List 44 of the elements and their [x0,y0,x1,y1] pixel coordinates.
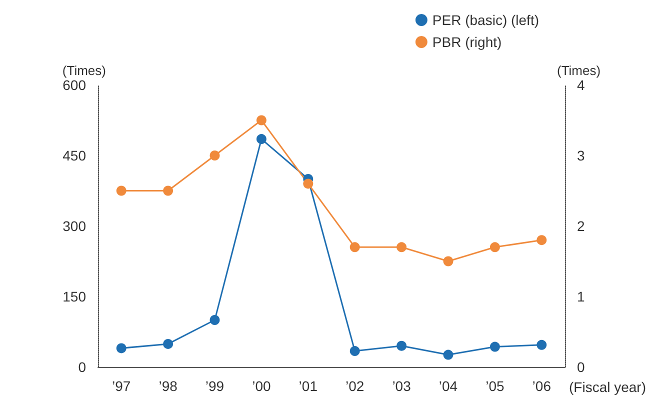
point [490,242,500,252]
point [396,242,407,252]
point [163,186,174,196]
x-tick-label: ’00 [252,378,271,394]
y2-tick-label: 3 [576,148,585,164]
point [116,186,126,196]
point [210,150,220,160]
x-tick-label: ’01 [298,378,318,394]
x-tick-label: ’04 [438,378,458,394]
point [443,350,454,360]
point [210,315,220,325]
x-tick-label: ’05 [486,378,504,394]
point [303,178,314,189]
y-tick-label: 300 [62,218,86,234]
point [396,340,407,351]
x-tick-label: ’99 [205,378,224,394]
legend-label: PER (basic) (left) [432,12,540,28]
legend-label: PBR (right) [432,34,502,50]
x-axis-title: (Fiscal year) [568,379,646,395]
x-tick-label: ’98 [158,378,178,394]
y2-axis-title: (Times) [556,63,601,78]
x-tick-label: ’02 [346,378,364,394]
point [116,343,126,354]
y2-tick-label: 0 [576,359,585,375]
y-tick-label: 450 [62,148,86,164]
point [443,256,454,266]
y-tick-label: 600 [62,77,86,93]
x-tick-label: ’03 [392,378,412,394]
x-tick-label: ’97 [112,378,131,394]
point [350,242,360,252]
x-tick-label: ’06 [532,378,552,394]
point [536,340,547,350]
point [350,346,360,356]
y2-tick-label: 2 [576,218,585,234]
point [490,342,500,352]
y-tick-label: 0 [78,359,86,375]
y2-tick-label: 1 [576,288,585,304]
y-tick-label: 150 [62,288,86,304]
y-axis-title: (Times) [62,63,106,78]
point [536,235,547,246]
point [163,338,174,349]
point [256,134,266,144]
point [256,115,266,126]
y2-tick-label: 4 [576,77,585,93]
